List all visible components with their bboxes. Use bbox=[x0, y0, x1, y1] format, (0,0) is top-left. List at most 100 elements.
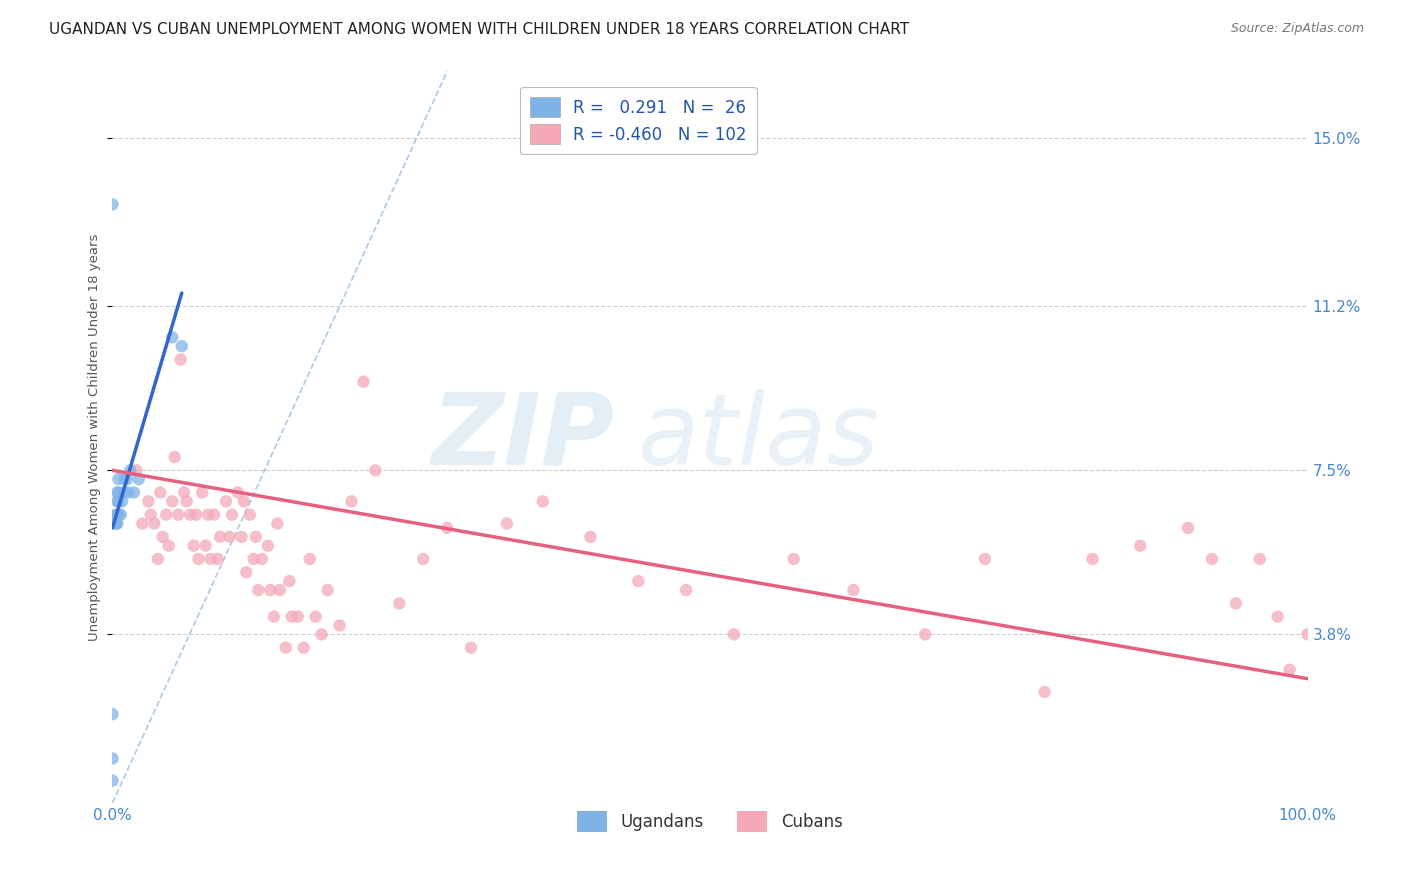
Point bbox=[245, 530, 267, 544]
Point bbox=[281, 609, 304, 624]
Point bbox=[105, 508, 128, 522]
Point bbox=[675, 582, 697, 597]
Point bbox=[233, 494, 256, 508]
Point bbox=[167, 508, 190, 522]
Point bbox=[107, 508, 129, 522]
Point bbox=[1225, 596, 1247, 610]
Point bbox=[242, 552, 264, 566]
Point bbox=[209, 530, 232, 544]
Point bbox=[149, 485, 172, 500]
Text: Source: ZipAtlas.com: Source: ZipAtlas.com bbox=[1230, 22, 1364, 36]
Point bbox=[101, 751, 124, 765]
Point bbox=[105, 485, 128, 500]
Point bbox=[157, 539, 180, 553]
Point bbox=[221, 508, 243, 522]
Point bbox=[105, 516, 128, 531]
Point bbox=[412, 552, 434, 566]
Point bbox=[202, 508, 225, 522]
Point bbox=[163, 450, 186, 464]
Point bbox=[197, 508, 219, 522]
Point bbox=[226, 485, 249, 500]
Point bbox=[101, 707, 124, 722]
Point bbox=[162, 494, 183, 508]
Point bbox=[723, 627, 745, 641]
Point bbox=[107, 472, 129, 486]
Point bbox=[259, 582, 281, 597]
Point bbox=[278, 574, 301, 589]
Point bbox=[152, 530, 174, 544]
Point bbox=[162, 330, 183, 344]
Text: ZIP: ZIP bbox=[432, 389, 614, 485]
Point bbox=[239, 508, 262, 522]
Point bbox=[1081, 552, 1104, 566]
Point bbox=[155, 508, 177, 522]
Point bbox=[125, 463, 148, 477]
Point bbox=[107, 485, 129, 500]
Point bbox=[138, 494, 160, 508]
Point bbox=[194, 539, 217, 553]
Point bbox=[207, 552, 229, 566]
Point bbox=[187, 552, 209, 566]
Point bbox=[388, 596, 411, 610]
Point bbox=[782, 552, 804, 566]
Point bbox=[842, 582, 865, 597]
Point bbox=[128, 472, 150, 486]
Text: atlas: atlas bbox=[638, 389, 880, 485]
Point bbox=[186, 508, 208, 522]
Point bbox=[115, 472, 138, 486]
Point bbox=[218, 530, 240, 544]
Point bbox=[316, 582, 339, 597]
Point bbox=[1267, 609, 1289, 624]
Point bbox=[269, 582, 291, 597]
Point bbox=[170, 339, 193, 353]
Point bbox=[183, 539, 205, 553]
Point bbox=[1296, 627, 1319, 641]
Point bbox=[579, 530, 602, 544]
Point bbox=[292, 640, 315, 655]
Point bbox=[340, 494, 363, 508]
Point bbox=[250, 552, 273, 566]
Point bbox=[531, 494, 554, 508]
Point bbox=[1033, 685, 1056, 699]
Point bbox=[231, 530, 253, 544]
Point bbox=[1177, 521, 1199, 535]
Point bbox=[263, 609, 285, 624]
Point bbox=[974, 552, 997, 566]
Point bbox=[179, 508, 201, 522]
Point bbox=[247, 582, 270, 597]
Point bbox=[176, 494, 198, 508]
Point bbox=[122, 485, 145, 500]
Point bbox=[101, 197, 124, 211]
Point bbox=[107, 494, 129, 508]
Point bbox=[114, 472, 135, 486]
Point bbox=[169, 352, 191, 367]
Point bbox=[105, 494, 128, 508]
Point bbox=[101, 773, 124, 788]
Point bbox=[298, 552, 321, 566]
Point bbox=[110, 508, 132, 522]
Point bbox=[105, 516, 128, 531]
Point bbox=[200, 552, 222, 566]
Legend: Ugandans, Cubans: Ugandans, Cubans bbox=[571, 805, 849, 838]
Point bbox=[287, 609, 309, 624]
Point bbox=[105, 508, 128, 522]
Point bbox=[131, 516, 153, 531]
Point bbox=[111, 494, 134, 508]
Text: UGANDAN VS CUBAN UNEMPLOYMENT AMONG WOMEN WITH CHILDREN UNDER 18 YEARS CORRELATI: UGANDAN VS CUBAN UNEMPLOYMENT AMONG WOME… bbox=[49, 22, 910, 37]
Point bbox=[352, 375, 374, 389]
Point bbox=[1249, 552, 1271, 566]
Point bbox=[146, 552, 169, 566]
Point bbox=[105, 516, 128, 531]
Point bbox=[364, 463, 387, 477]
Point bbox=[266, 516, 288, 531]
Point bbox=[496, 516, 519, 531]
Point bbox=[139, 508, 162, 522]
Point bbox=[191, 485, 214, 500]
Point bbox=[235, 566, 257, 580]
Point bbox=[173, 485, 195, 500]
Point bbox=[215, 494, 238, 508]
Point bbox=[120, 463, 142, 477]
Point bbox=[1201, 552, 1223, 566]
Point bbox=[627, 574, 650, 589]
Point bbox=[436, 521, 458, 535]
